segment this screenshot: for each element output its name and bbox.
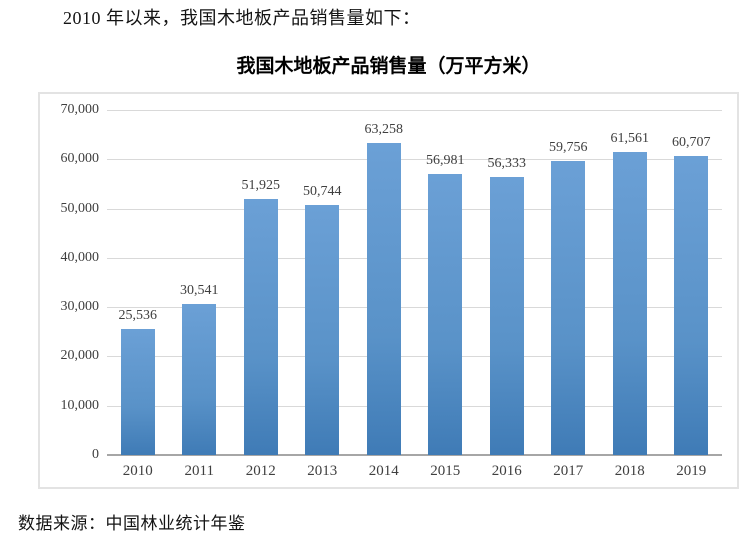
x-axis-tick-label: 2015 <box>430 463 461 479</box>
data-source-text: 数据来源：中国林业统计年鉴 <box>18 514 246 533</box>
bars-layer: 25,536 30,541 51,925 50,744 63,258 56,981 56,3… <box>107 110 722 455</box>
bar-value-label: 60,707 <box>672 134 711 150</box>
gridline <box>107 405 722 407</box>
bar-value-label: 61,561 <box>610 130 650 146</box>
gridline <box>107 307 722 309</box>
y-axis-tick-label: 40,000 <box>60 249 100 265</box>
bar-value-label: 56,981 <box>426 153 465 169</box>
bar-2013: 50,744 <box>303 184 342 455</box>
chart-frame: 25,536 30,541 51,925 50,744 63,258 56,981 56,3… <box>38 92 739 489</box>
x-axis-tick-label: 2017 <box>553 463 584 479</box>
bar-value-label: 30,541 <box>180 283 219 299</box>
plot-area: 25,536 30,541 51,925 50,744 63,258 56,981 56,3… <box>107 110 722 456</box>
bar-slot: 56,333 <box>476 110 538 455</box>
x-axis-tick-label: 2012 <box>245 463 276 479</box>
intro-text: 2010 年以来，我国木地板产品销售量如下： <box>63 8 421 28</box>
bar-2011: 30,541 <box>180 283 219 455</box>
x-axis-labels: 2010 2011 2012 2013 2014 2015 2016 2017 2018 2019 <box>107 463 722 480</box>
x-axis-tick-label: 2018 <box>614 463 645 479</box>
bar-2015: 56,981 <box>426 153 465 455</box>
y-axis-tick-label: 20,000 <box>60 348 100 364</box>
bar-2016: 56,333 <box>488 156 526 455</box>
x-axis-tick-label: 2011 <box>184 463 214 479</box>
bar-slot: 61,561 <box>599 110 661 455</box>
bar-value-label: 63,258 <box>364 122 404 138</box>
y-axis-tick-label: 10,000 <box>60 397 100 413</box>
x-axis-tick-label: 2016 <box>491 463 522 479</box>
bar-slot: 59,756 <box>538 110 600 455</box>
bar-slot: 25,536 <box>107 110 169 455</box>
y-axis-tick-label: 70,000 <box>60 102 100 117</box>
x-axis-tick-label: 2013 <box>307 463 338 479</box>
bar-value-label: 51,925 <box>241 178 281 194</box>
x-axis-tick-label: 2010 <box>122 463 153 479</box>
bar-slot: 63,258 <box>353 110 415 455</box>
bar-2010: 25,536 <box>119 308 157 455</box>
y-axis-tick-label: 0 <box>92 447 99 462</box>
bar-value-label: 59,756 <box>549 139 588 155</box>
bar-slot: 56,981 <box>415 110 477 455</box>
gridline <box>107 356 722 358</box>
bar-2017: 59,756 <box>549 140 588 455</box>
bar-2018: 61,561 <box>611 131 649 455</box>
gridlines-layer <box>107 110 722 456</box>
x-axis-tick-label: 2014 <box>368 463 399 479</box>
bar-value-label: 56,333 <box>487 156 527 172</box>
bar-value-label: 50,744 <box>303 183 342 199</box>
chart-title: 我国木地板产品销售量（万平方米） <box>236 56 541 77</box>
gridline <box>107 257 722 259</box>
bar-2019: 60,707 <box>672 135 711 455</box>
y-axis-tick-label: 30,000 <box>60 299 100 315</box>
y-axis-tick-label: 60,000 <box>60 151 100 167</box>
bar-2014: 63,258 <box>365 122 403 455</box>
x-axis-line <box>107 454 722 456</box>
bar-2012: 51,925 <box>242 178 280 455</box>
y-axis-tick-label: 50,000 <box>60 200 100 216</box>
bar-value-label: 25,536 <box>118 308 158 324</box>
bar-slot: 30,541 <box>169 110 231 455</box>
x-axis-tick-label: 2019 <box>676 463 707 479</box>
gridline <box>107 208 722 210</box>
bar-slot: 50,744 <box>292 110 354 455</box>
bar-slot: 51,925 <box>230 110 292 455</box>
gridline <box>107 159 722 161</box>
gridline <box>107 110 722 111</box>
bar-slot: 60,707 <box>661 110 723 455</box>
